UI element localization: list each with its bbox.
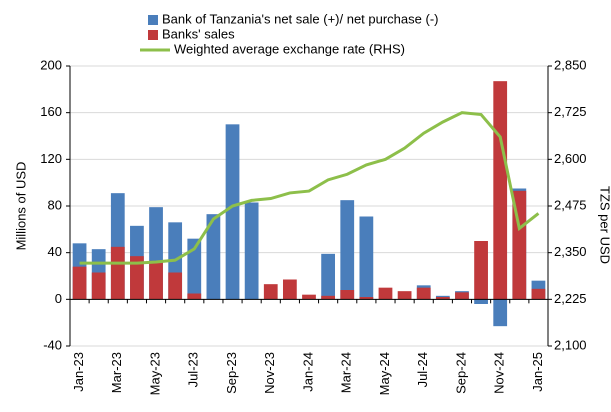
bar	[187, 238, 202, 300]
legend-label: Bank of Tanzania's net sale (+)/ net pur…	[162, 11, 438, 26]
bar	[378, 287, 393, 300]
line	[79, 111, 540, 265]
bar	[263, 284, 278, 300]
y-tick-label: 160	[40, 104, 62, 119]
y2-tick-label: 2,350	[554, 244, 587, 259]
x-tick-label: Jan-23	[71, 352, 86, 392]
bar	[474, 241, 488, 300]
bar	[72, 266, 87, 300]
x-tick-label: May-24	[377, 352, 392, 395]
bar	[359, 216, 374, 300]
y-axis-label: Millions of USD	[13, 162, 28, 251]
bar	[206, 214, 221, 300]
bar	[149, 260, 163, 300]
bar	[435, 297, 450, 300]
legend-swatch	[148, 30, 158, 40]
y2-tick-label: 2,600	[554, 151, 587, 166]
bar	[187, 293, 202, 300]
x-tick-label: Nov-24	[492, 352, 507, 394]
x-tick-label: Jul-23	[186, 352, 201, 387]
x-tick-label: Jan-25	[530, 352, 545, 392]
bar	[110, 246, 125, 300]
y-tick-label: 40	[48, 244, 62, 259]
x-tick-label: Jan-24	[300, 352, 315, 392]
bar	[359, 297, 374, 300]
y-tick-label: 80	[48, 197, 62, 212]
y-tick-label: 200	[40, 57, 62, 72]
bar	[531, 288, 546, 300]
y-tick-label: -40	[43, 337, 62, 352]
x-tick-label: Mar-24	[339, 352, 354, 393]
y-tick-label: 120	[40, 151, 62, 166]
bar	[397, 291, 412, 300]
bar	[416, 287, 431, 300]
bar	[321, 253, 336, 300]
bar	[493, 81, 508, 300]
bar	[225, 124, 240, 300]
bar	[244, 202, 259, 300]
y-tick-label: 0	[55, 291, 62, 306]
legend-label: Banks' sales	[162, 26, 235, 41]
bar	[321, 295, 336, 300]
x-tick-label: Nov-23	[262, 352, 277, 394]
x-tick-label: Sep-24	[453, 352, 468, 394]
y2-tick-label: 2,725	[554, 104, 587, 119]
bar	[282, 279, 297, 300]
bar	[130, 256, 144, 300]
bar	[340, 290, 355, 300]
bar	[302, 294, 316, 300]
y2-tick-label: 2,225	[554, 291, 587, 306]
bar	[474, 299, 488, 304]
bar	[493, 299, 508, 327]
bar	[340, 200, 355, 300]
x-tick-label: Jul-24	[415, 352, 430, 387]
legend-label: Weighted average exchange rate (RHS)	[174, 41, 405, 56]
legend-swatch	[148, 15, 158, 25]
bar	[91, 272, 106, 300]
x-tick-label: May-23	[147, 352, 162, 395]
y2-tick-label: 2,475	[554, 197, 587, 212]
bar	[168, 272, 183, 300]
y2-tick-label: 2,100	[554, 337, 587, 352]
x-tick-label: Mar-23	[109, 352, 124, 393]
y2-tick-label: 2,850	[554, 57, 587, 72]
bar	[455, 292, 469, 300]
x-tick-label: Sep-23	[224, 352, 239, 394]
y2-axis-label: TZS per USD	[598, 186, 611, 264]
